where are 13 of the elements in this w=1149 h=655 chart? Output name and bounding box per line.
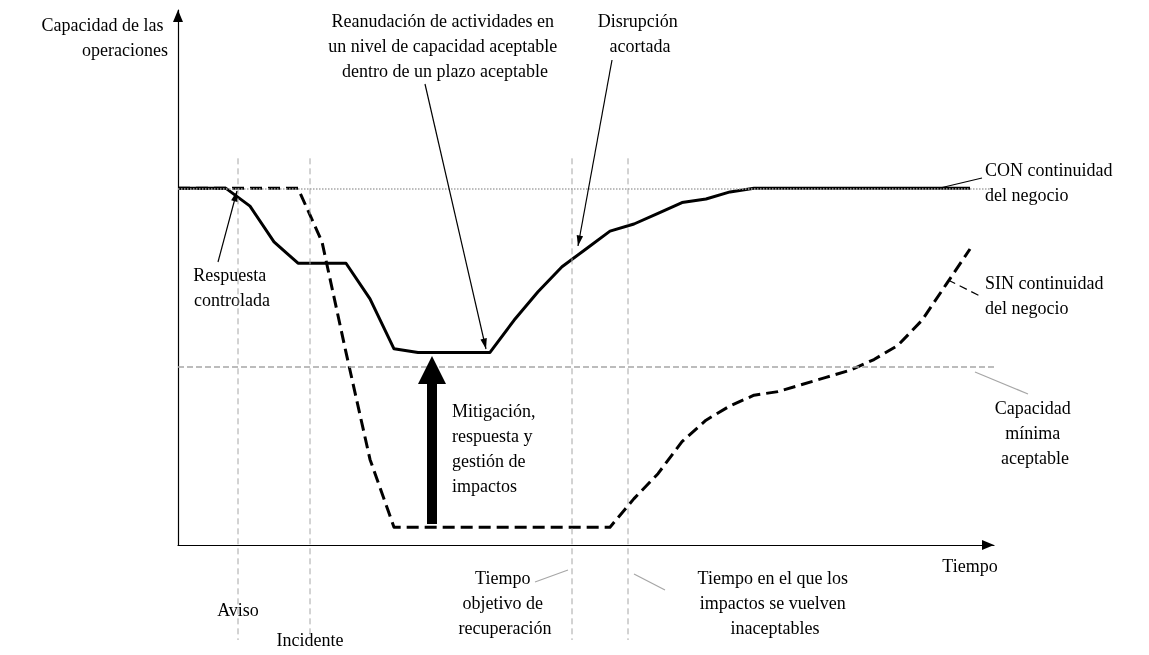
legend-label: CON continuidad del negocio [985, 159, 1117, 205]
text: Disrupción acortada [597, 10, 683, 56]
annotation: Respuesta controlada [193, 264, 271, 310]
text: Reanudación de actividades en un nivel de capacidad aceptable dentro de un plazo aceptable [328, 10, 562, 81]
text: Capacidad de las operaciones [41, 14, 168, 60]
x-axis-title: Tiempo [942, 555, 998, 576]
text: Tiempo objetivo de recuperación [458, 567, 552, 638]
text: Aviso [217, 599, 259, 620]
annotation: Mitigación, respuesta y gestión de impactos [452, 400, 540, 496]
text: Tiempo en el que los impactos se vuelven inaceptables [697, 567, 853, 638]
ref-line-label: Capacidad mínima aceptable [994, 397, 1076, 468]
text: Incidente [276, 629, 344, 650]
legend-label: SIN continuidad del negocio [985, 272, 1108, 318]
